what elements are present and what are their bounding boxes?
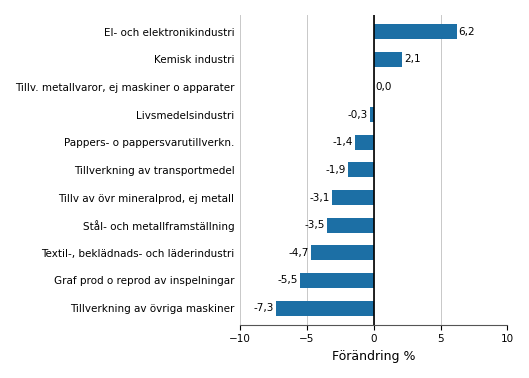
Bar [374,24,457,39]
Text: -3,1: -3,1 [310,192,330,203]
Text: -1,9: -1,9 [326,165,346,175]
X-axis label: Förändring %: Förändring % [332,350,415,363]
Bar [348,162,374,177]
Text: -7,3: -7,3 [254,303,274,313]
Text: -1,4: -1,4 [333,137,353,147]
Bar [276,301,374,316]
Text: 2,1: 2,1 [404,54,421,64]
Bar [355,135,374,150]
Text: -0,3: -0,3 [348,110,368,119]
Text: 6,2: 6,2 [459,26,475,37]
Bar [370,107,374,122]
Bar [374,52,402,67]
Bar [327,218,374,233]
Bar [311,245,374,260]
Text: -4,7: -4,7 [288,248,309,258]
Text: -5,5: -5,5 [278,276,298,285]
Text: -3,5: -3,5 [305,220,325,230]
Text: 0,0: 0,0 [376,82,392,92]
Bar [332,190,374,205]
Bar [300,273,374,288]
